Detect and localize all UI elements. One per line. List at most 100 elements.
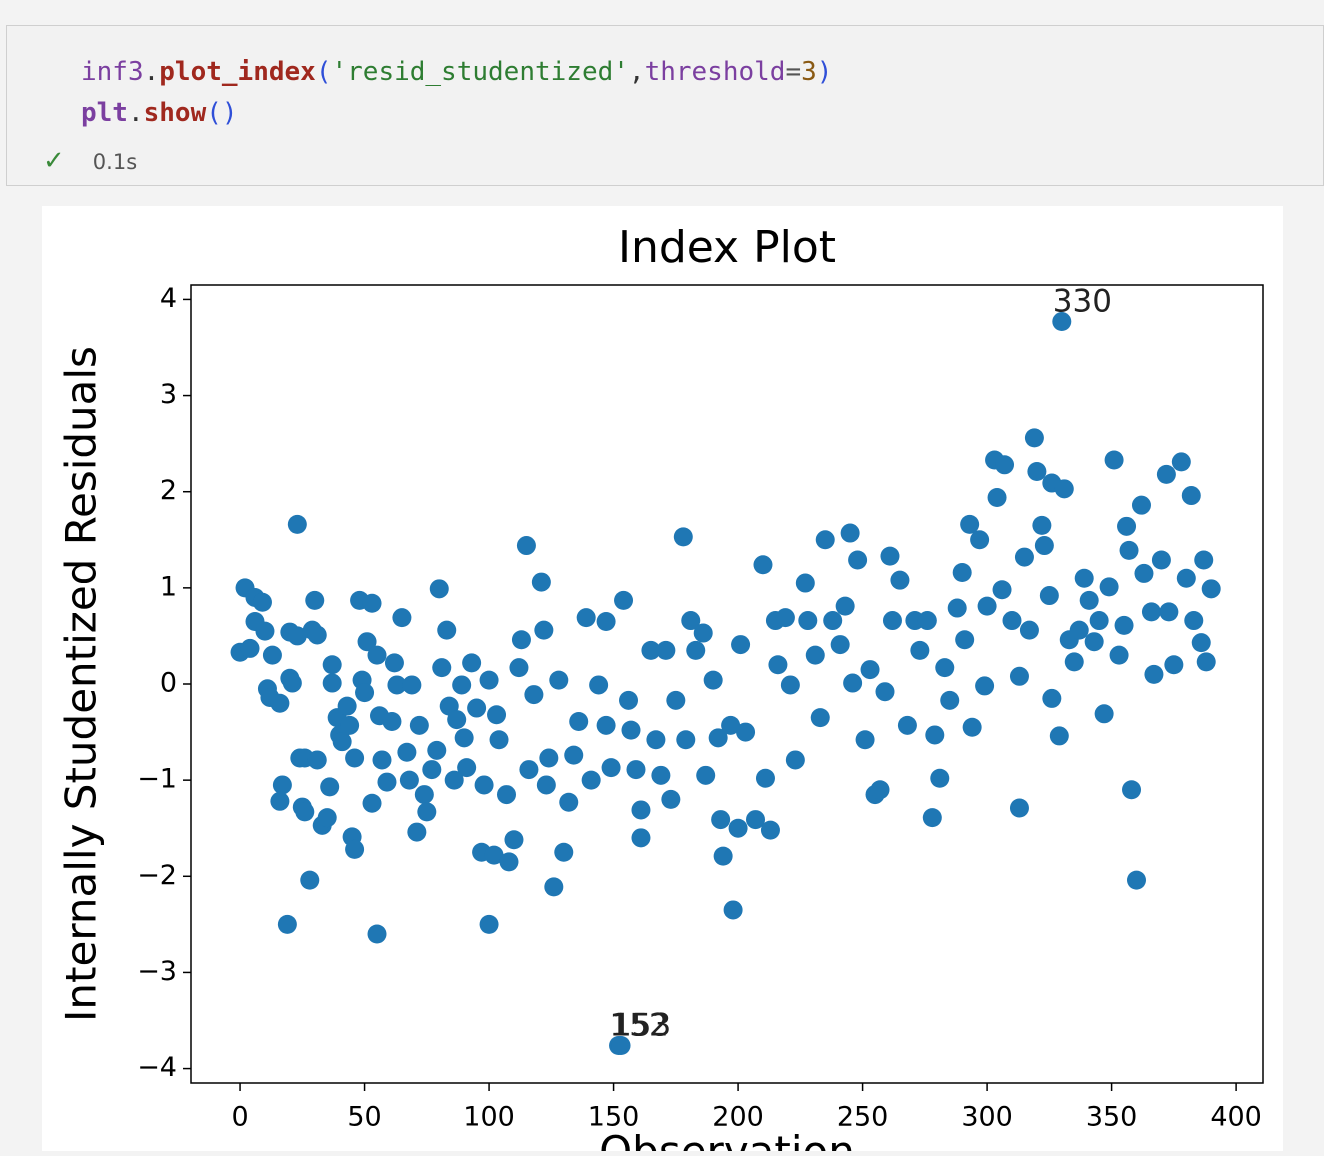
point <box>524 685 544 705</box>
point <box>947 598 967 618</box>
point <box>531 572 551 592</box>
point <box>362 793 382 813</box>
exec-time: 0.1s <box>92 150 138 174</box>
point <box>1181 486 1201 506</box>
point <box>860 660 880 680</box>
point <box>1176 568 1196 588</box>
point <box>922 808 942 828</box>
point <box>1144 664 1164 684</box>
code-token: . <box>127 98 144 128</box>
point <box>935 658 955 678</box>
point <box>479 914 499 934</box>
point <box>596 715 616 735</box>
point <box>305 590 325 610</box>
point <box>544 877 564 897</box>
code-token: = <box>785 57 802 87</box>
point <box>880 546 900 566</box>
point <box>496 785 516 805</box>
point <box>457 758 477 778</box>
point <box>1019 620 1039 640</box>
point <box>995 455 1015 475</box>
point <box>576 608 596 628</box>
point <box>848 550 868 570</box>
point <box>382 711 402 731</box>
point <box>1034 536 1054 556</box>
y-tick-label: −4 <box>137 1052 177 1083</box>
x-tick-label: 0 <box>231 1102 248 1133</box>
point <box>755 768 775 788</box>
point <box>619 690 639 710</box>
point <box>509 658 529 678</box>
code-cell[interactable]: inf3.plot_index('resid_studentized',thre… <box>6 25 1324 186</box>
point <box>768 655 788 675</box>
point <box>519 760 539 780</box>
check-icon: ✓ <box>43 146 65 176</box>
point <box>504 830 524 850</box>
point <box>397 742 417 762</box>
point <box>367 645 387 665</box>
point <box>1049 726 1069 746</box>
point <box>1042 688 1062 708</box>
annotation: 153 <box>612 1008 671 1044</box>
code: inf3.plot_index('resid_studentized',thre… <box>81 52 832 134</box>
point <box>240 638 260 658</box>
point <box>255 621 275 641</box>
point <box>1171 452 1191 472</box>
point <box>1104 450 1124 470</box>
y-tick-label: −3 <box>137 956 177 987</box>
point <box>287 626 307 646</box>
point <box>930 768 950 788</box>
y-tick-label: −2 <box>137 860 177 891</box>
point <box>1069 620 1089 640</box>
point <box>409 715 429 735</box>
point <box>549 670 569 690</box>
code-token: 'resid_studentized' <box>331 57 629 87</box>
point <box>1164 655 1184 675</box>
x-tick-label: 100 <box>463 1102 515 1133</box>
point <box>723 900 743 920</box>
point <box>977 596 997 616</box>
point <box>897 715 917 735</box>
point <box>1039 586 1059 606</box>
y-tick-label: 1 <box>160 571 177 602</box>
point <box>1109 645 1129 665</box>
point <box>487 705 507 725</box>
point <box>1002 611 1022 631</box>
point <box>1119 540 1139 560</box>
point <box>925 725 945 745</box>
point <box>673 527 693 547</box>
point <box>322 673 342 693</box>
point <box>270 791 290 811</box>
point <box>307 625 327 645</box>
point <box>686 640 706 660</box>
annotation: 330 <box>1053 284 1112 320</box>
point <box>511 630 531 650</box>
point <box>666 690 686 710</box>
point <box>711 810 731 830</box>
point <box>337 696 357 716</box>
point <box>890 570 910 590</box>
point <box>277 914 297 934</box>
point <box>447 710 467 730</box>
point <box>516 536 536 556</box>
point <box>917 611 937 631</box>
point <box>621 720 641 740</box>
x-tick-label: 50 <box>347 1102 381 1133</box>
point <box>1151 550 1171 570</box>
point <box>444 770 464 790</box>
code-token: 3 <box>801 57 817 87</box>
point <box>835 596 855 616</box>
point <box>611 1036 631 1056</box>
point <box>1009 798 1029 818</box>
point <box>1117 516 1137 536</box>
point <box>295 802 315 822</box>
point <box>1194 550 1214 570</box>
point <box>270 693 290 713</box>
point <box>681 611 701 631</box>
point <box>626 760 646 780</box>
point <box>815 530 835 550</box>
point <box>462 653 482 673</box>
point <box>746 810 766 830</box>
point <box>882 611 902 631</box>
point <box>661 789 681 809</box>
